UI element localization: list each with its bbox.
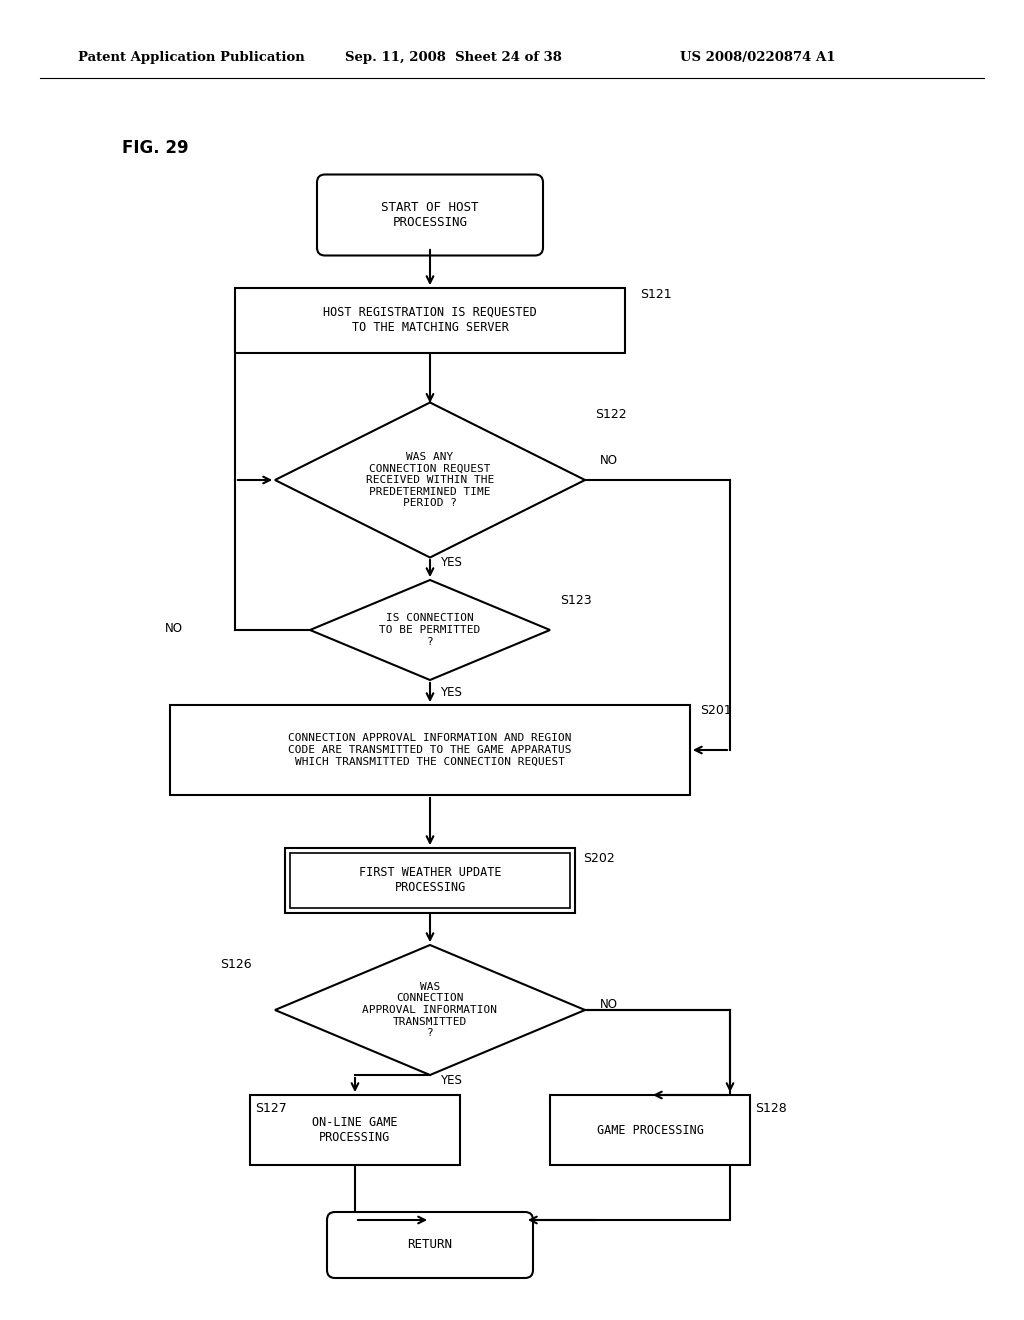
Text: NO: NO <box>165 622 183 635</box>
Text: GAME PROCESSING: GAME PROCESSING <box>597 1123 703 1137</box>
Text: S128: S128 <box>755 1101 786 1114</box>
Text: CONNECTION APPROVAL INFORMATION AND REGION
CODE ARE TRANSMITTED TO THE GAME APPA: CONNECTION APPROVAL INFORMATION AND REGI… <box>288 734 571 767</box>
Bar <box>290 853 570 908</box>
Text: US 2008/0220874 A1: US 2008/0220874 A1 <box>680 51 836 65</box>
Text: IS CONNECTION
TO BE PERMITTED
?: IS CONNECTION TO BE PERMITTED ? <box>379 614 480 647</box>
Text: FIRST WEATHER UPDATE
PROCESSING: FIRST WEATHER UPDATE PROCESSING <box>358 866 502 894</box>
Text: ON-LINE GAME
PROCESSING: ON-LINE GAME PROCESSING <box>312 1115 397 1144</box>
Text: S127: S127 <box>255 1101 287 1114</box>
Text: Sep. 11, 2008  Sheet 24 of 38: Sep. 11, 2008 Sheet 24 of 38 <box>345 51 562 65</box>
Bar <box>550 1096 750 1166</box>
Text: S202: S202 <box>583 851 614 865</box>
Text: Patent Application Publication: Patent Application Publication <box>78 51 305 65</box>
Text: RETURN: RETURN <box>408 1238 453 1251</box>
Text: YES: YES <box>440 686 462 700</box>
Text: S121: S121 <box>640 289 672 301</box>
Text: YES: YES <box>440 1073 462 1086</box>
Polygon shape <box>275 945 585 1074</box>
Text: WAS ANY
CONNECTION REQUEST
RECEIVED WITHIN THE
PREDETERMINED TIME
PERIOD ?: WAS ANY CONNECTION REQUEST RECEIVED WITH… <box>366 451 495 508</box>
Polygon shape <box>310 579 550 680</box>
Text: WAS
CONNECTION
APPROVAL INFORMATION
TRANSMITTED
?: WAS CONNECTION APPROVAL INFORMATION TRAN… <box>362 982 498 1039</box>
Text: S201: S201 <box>700 704 732 717</box>
Text: NO: NO <box>600 998 618 1011</box>
Text: S123: S123 <box>560 594 592 606</box>
Text: S122: S122 <box>595 408 627 421</box>
Text: HOST REGISTRATION IS REQUESTED
TO THE MATCHING SERVER: HOST REGISTRATION IS REQUESTED TO THE MA… <box>324 306 537 334</box>
FancyBboxPatch shape <box>317 174 543 256</box>
Bar <box>285 847 575 912</box>
Text: S126: S126 <box>220 958 252 972</box>
Text: FIG. 29: FIG. 29 <box>122 139 188 157</box>
Text: YES: YES <box>440 557 462 569</box>
Bar <box>250 1096 460 1166</box>
FancyBboxPatch shape <box>327 1212 534 1278</box>
Text: NO: NO <box>600 454 618 466</box>
Bar <box>234 288 625 352</box>
Bar <box>170 705 690 795</box>
Text: START OF HOST
PROCESSING: START OF HOST PROCESSING <box>381 201 479 228</box>
Polygon shape <box>275 403 585 557</box>
